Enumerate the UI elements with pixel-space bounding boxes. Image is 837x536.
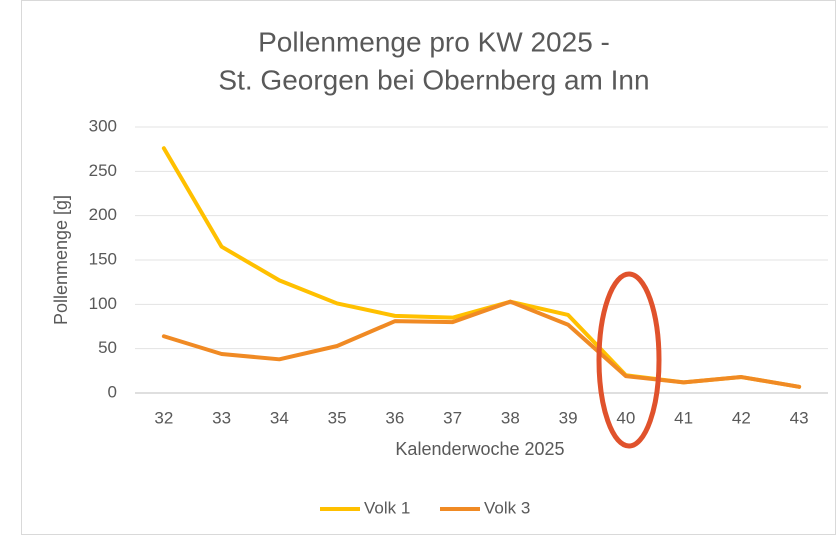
y-tick-label: 50 bbox=[98, 338, 117, 357]
x-tick-label: 42 bbox=[732, 408, 751, 427]
series-line bbox=[161, 299, 802, 389]
legend-label: Volk 1 bbox=[364, 498, 410, 517]
x-axis-title: Kalenderwoche 2025 bbox=[395, 439, 564, 459]
y-tick-label: 250 bbox=[89, 161, 117, 180]
chart-title: Pollenmenge pro KW 2025 - bbox=[258, 26, 610, 57]
y-tick-label: 150 bbox=[89, 249, 117, 268]
x-tick-label: 40 bbox=[616, 408, 635, 427]
x-tick-label: 43 bbox=[790, 408, 809, 427]
highlight-ellipse bbox=[596, 271, 662, 449]
chart-title: St. Georgen bei Obernberg am Inn bbox=[218, 64, 649, 95]
chart-border bbox=[21, 0, 836, 535]
x-tick-label: 41 bbox=[674, 408, 693, 427]
lines bbox=[161, 146, 802, 389]
x-tick-label: 36 bbox=[385, 408, 404, 427]
y-tick-label: 0 bbox=[108, 382, 117, 401]
y-tick-label: 300 bbox=[89, 116, 117, 135]
x-tick-label: 32 bbox=[154, 408, 173, 427]
legend-label: Volk 3 bbox=[484, 498, 530, 517]
x-tick-label: 39 bbox=[559, 408, 578, 427]
y-axis-title: Pollenmenge [g] bbox=[51, 195, 71, 325]
x-tick-label: 37 bbox=[443, 408, 462, 427]
y-tick-label: 100 bbox=[89, 294, 117, 313]
y-tick-label: 200 bbox=[89, 205, 117, 224]
x-tick-label: 35 bbox=[328, 408, 347, 427]
x-tick-label: 34 bbox=[270, 408, 289, 427]
x-tick-label: 38 bbox=[501, 408, 520, 427]
x-tick-label: 33 bbox=[212, 408, 231, 427]
grid bbox=[135, 126, 828, 394]
